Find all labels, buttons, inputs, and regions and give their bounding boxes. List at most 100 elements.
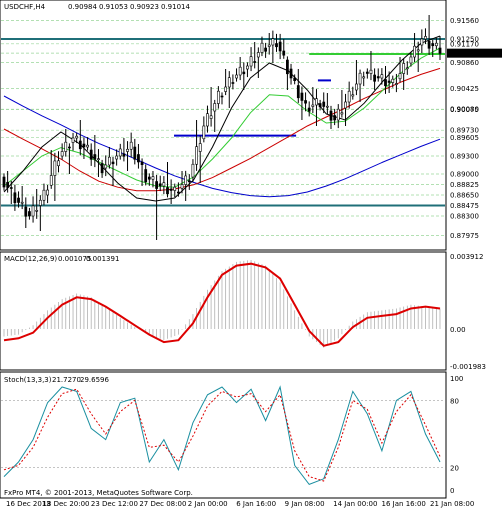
time-tick-label: 2 Jan 00:00 — [188, 500, 228, 508]
price-tick-label: 0.90860 — [450, 59, 479, 67]
price-tick-label: 0.91560 — [450, 17, 479, 25]
candle-body — [155, 181, 158, 189]
candle-body — [53, 160, 57, 176]
price-tick-label: 0.90080 — [450, 106, 479, 114]
stoch-axis-ticks: 100 80 20 0 — [450, 375, 463, 495]
candle-body — [289, 68, 293, 79]
candle-body — [169, 188, 173, 191]
time-tick-label: 16 Jan 16:00 — [382, 500, 426, 508]
stoch-tick-label: 80 — [450, 397, 459, 405]
candle-body — [177, 191, 180, 194]
candle-body — [31, 205, 35, 217]
candle-body — [191, 163, 195, 178]
candle-body — [420, 38, 424, 46]
candle-body — [126, 148, 129, 152]
candle-body — [93, 154, 97, 160]
candle-body — [89, 149, 93, 160]
candle-body — [213, 103, 217, 112]
candle-body — [311, 104, 315, 107]
candle-body — [209, 115, 213, 119]
candle-body — [28, 211, 31, 217]
candle-body — [115, 155, 119, 160]
candle-body — [147, 176, 151, 180]
candle-body — [129, 141, 133, 150]
candle-body — [64, 141, 68, 152]
time-tick-label: 16 Dec 2013 — [6, 500, 51, 508]
time-tick-label: 18 Dec 20:00 — [42, 500, 89, 508]
candle-body — [2, 176, 6, 188]
candle-body — [384, 79, 387, 87]
candle-body — [137, 154, 140, 163]
stoch-d-line — [3, 388, 441, 482]
macd-tick-label: 0.00 — [450, 326, 466, 334]
stoch-levels — [1, 400, 445, 468]
time-tick-label: 9 Jan 08:00 — [285, 500, 325, 508]
price-tick-label: 0.91250 — [450, 36, 479, 44]
price-levels — [1, 38, 445, 207]
candle-body — [198, 143, 202, 152]
candle-body — [9, 187, 13, 189]
price-tick-label: 0.88300 — [450, 213, 479, 221]
candle-body — [6, 181, 10, 188]
candle-body — [71, 137, 75, 143]
candle-body — [100, 163, 104, 174]
candle-body — [434, 42, 438, 47]
candle-body — [118, 148, 122, 157]
candle-body — [344, 101, 347, 109]
stoch-d-value: 29.6596 — [80, 376, 109, 384]
stoch-panel-frame — [0, 371, 447, 499]
candle-body — [336, 108, 340, 121]
candle-body — [187, 180, 191, 183]
stoch-k-value: 21.7270 — [52, 376, 81, 384]
candle-body — [235, 74, 238, 79]
macd-signal-value: 0.001391 — [86, 255, 119, 263]
candle-body — [107, 156, 111, 166]
candle-body — [296, 85, 300, 99]
macd-value: 0.001075 — [58, 255, 91, 263]
price-tick-label: 0.90075 — [450, 106, 479, 114]
candle-body — [173, 186, 177, 191]
candle-body — [369, 69, 373, 74]
candle-body — [351, 94, 355, 97]
candle-body — [242, 71, 246, 75]
candle-body — [380, 74, 384, 79]
price-tick-label: 0.91014 — [450, 50, 479, 58]
current-price-box — [447, 48, 502, 58]
price-tick-label: 0.88650 — [450, 192, 479, 200]
candle-body — [38, 199, 42, 206]
candle-body — [75, 135, 79, 139]
candle-body — [162, 182, 166, 187]
copyright-text: FxPro MT4, © 2001-2013, MetaQuotes Softw… — [4, 489, 193, 497]
candle-body — [387, 80, 391, 83]
stoch-lines — [3, 385, 441, 486]
ohlc-close: 0.91014 — [161, 3, 190, 11]
candle-body — [140, 161, 144, 165]
price-tick-label: 0.89300 — [450, 153, 479, 161]
candle-body — [373, 74, 376, 82]
candle-body — [275, 43, 278, 48]
candle-body — [376, 76, 380, 79]
candle-body — [398, 73, 402, 80]
candle-body — [82, 143, 86, 148]
moving-average-line — [3, 47, 441, 188]
candle-body — [20, 201, 24, 204]
candle-body — [144, 169, 148, 183]
candle-body — [249, 56, 253, 67]
candle-body — [246, 65, 249, 70]
candle-body — [427, 40, 431, 49]
macd-tick-label: 0.003912 — [450, 253, 483, 261]
candle-body — [325, 105, 329, 108]
candle-body — [304, 100, 307, 104]
candle-body — [278, 41, 282, 52]
candle-body — [104, 164, 108, 169]
stoch-tick-label: 100 — [450, 375, 463, 383]
price-tick-label: 0.88825 — [450, 181, 479, 189]
candle-body — [224, 86, 228, 92]
candle-body — [402, 63, 406, 74]
candle-body — [329, 110, 333, 121]
candle-body — [122, 153, 126, 157]
macd-axis-ticks: 0.003912 0.00 -0.001983 — [450, 253, 486, 371]
candle-body — [111, 161, 115, 165]
